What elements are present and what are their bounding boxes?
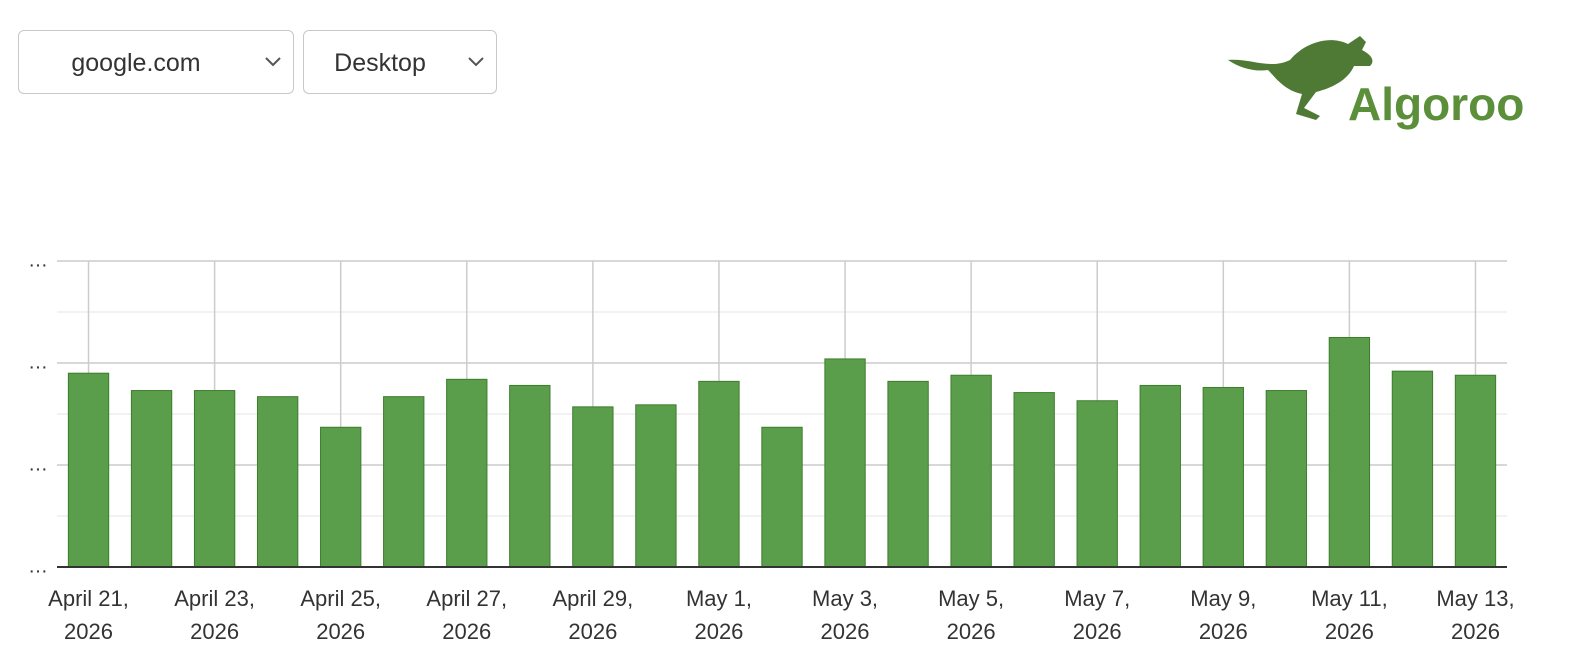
bar — [193, 390, 236, 568]
y-tick-label: … — [28, 555, 48, 577]
bar — [635, 404, 677, 568]
x-tick-label: April 23, 2026 — [174, 586, 255, 644]
domain-select[interactable]: google.com — [18, 30, 294, 94]
select-value: Desktop — [334, 49, 426, 77]
bar — [572, 406, 614, 568]
bar — [446, 378, 488, 568]
bar — [1265, 390, 1308, 568]
x-tick-label: April 21, 2026 — [48, 586, 129, 644]
bar — [950, 374, 992, 568]
bar — [698, 380, 740, 568]
bar — [256, 396, 299, 568]
bar — [824, 358, 866, 568]
x-tick-label: May 7, 2026 — [1064, 586, 1131, 644]
chevron — [468, 57, 484, 67]
x-tick-label: April 29, 2026 — [552, 586, 634, 644]
y-tick-label: … — [28, 249, 48, 271]
bar — [1454, 374, 1497, 568]
bar — [1139, 384, 1181, 568]
bar — [130, 390, 173, 568]
bar — [383, 396, 425, 568]
x-tick-label: May 9, 2026 — [1190, 586, 1257, 644]
bar — [1202, 386, 1244, 568]
logo-text: Algoroo — [1348, 78, 1524, 130]
bar — [887, 380, 929, 568]
x-tick-label: April 27, 2026 — [426, 586, 508, 644]
x-tick-label: April 25, 2026 — [300, 586, 382, 644]
device-select[interactable]: Desktop — [303, 30, 497, 94]
y-tick-label: … — [28, 351, 48, 373]
bar — [1076, 400, 1118, 568]
x-tick-label: May 11, 2026 — [1311, 586, 1388, 644]
bar — [509, 384, 551, 568]
bar — [320, 426, 362, 568]
bar — [67, 372, 110, 568]
x-tick-label: May 13, 2026 — [1436, 586, 1515, 644]
y-tick-label: … — [28, 453, 48, 475]
select-value: google.com — [71, 49, 201, 77]
x-tick-label: May 5, 2026 — [938, 586, 1005, 644]
bar — [1328, 337, 1371, 568]
x-tick-label: May 3, 2026 — [812, 586, 879, 644]
bar — [1391, 370, 1434, 568]
logo: Algoroo — [1228, 36, 1524, 130]
chevron — [265, 57, 281, 67]
bar — [1013, 392, 1055, 568]
x-tick-label: May 1, 2026 — [685, 586, 752, 644]
bar — [761, 426, 803, 568]
kangaroo — [1228, 36, 1373, 120]
